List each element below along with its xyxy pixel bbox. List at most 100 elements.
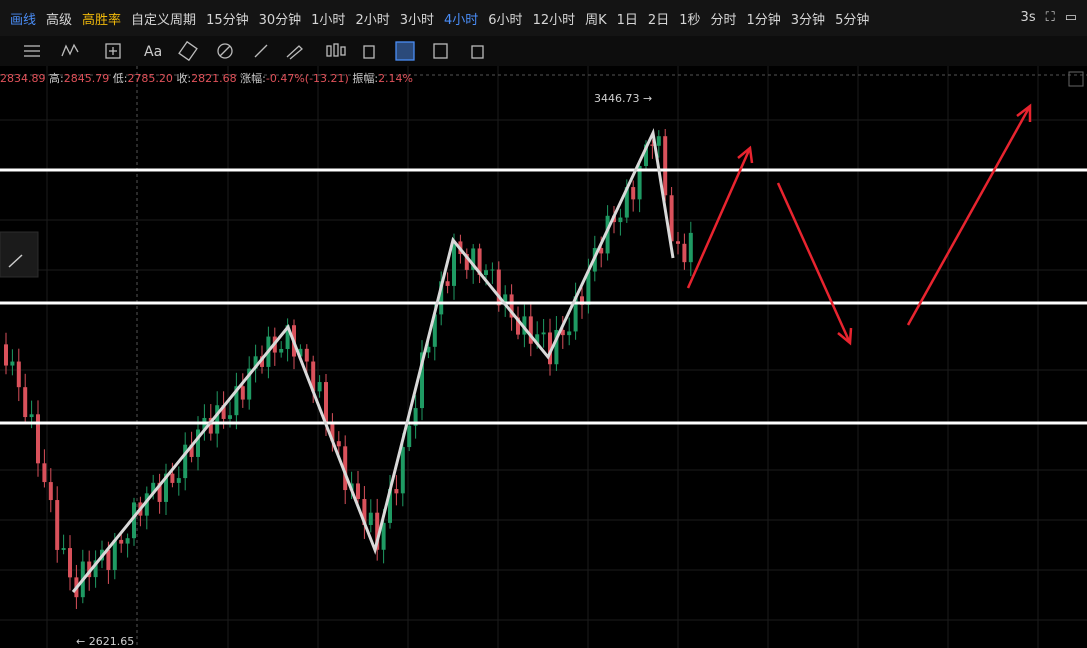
period-tab[interactable]: 1秒 [679,12,701,28]
candle-body [452,241,456,286]
candle-body [605,215,610,254]
period-tab[interactable]: 30分钟 [258,12,302,28]
period-tab[interactable]: 高级 [46,12,73,28]
period-tab[interactable]: 周K [585,12,607,28]
candle-body [144,493,149,516]
candle-tool[interactable] [326,43,346,57]
period-tab[interactable]: 5分钟 [835,12,870,28]
candle-body [253,356,258,369]
zigzag-line [71,127,675,593]
candle-body [644,144,648,166]
candle-body [362,499,367,526]
max-price-label: 3446.73 → [594,92,652,105]
candle-body [285,325,290,349]
candle-body [157,482,162,502]
candle-body [221,405,226,419]
candle-body [183,444,188,479]
candle-body [426,346,431,353]
pen-tool[interactable] [286,45,303,60]
candle-body [16,361,21,388]
period-tab[interactable]: 自定义周期 [131,12,197,28]
high-value: 2845.79 [63,72,110,85]
candle-body [464,254,469,270]
candle-body [522,316,527,335]
period-tab[interactable]: 3分钟 [790,12,826,28]
high-label: 高: [49,72,64,85]
candle-body [48,482,53,501]
arrows [686,103,1032,346]
wave-tool[interactable] [61,43,79,57]
candle-body [375,512,380,550]
candle-body [663,136,668,196]
period-tab[interactable]: 1日 [616,12,638,28]
candle-body [650,144,655,146]
lock-tool[interactable] [363,45,375,59]
expand-icon[interactable]: ⛶ [1045,10,1055,25]
candle-body [682,243,687,263]
candle-body [669,195,674,242]
close-value: 2821.68 [191,72,237,85]
measure-tool[interactable] [105,43,121,59]
period-tab[interactable]: 15分钟 [206,12,249,28]
candle-body [304,348,309,362]
candle-body [176,478,181,483]
horizontal-lines [0,168,1087,425]
top-toolbar: 画线 高级 高胜率 自定义周期 15分钟 30分钟 1小时 2小时 3小时 4小时 6小时 12小时周… [0,0,1087,36]
brush-tool[interactable] [178,40,198,62]
candle-body [125,538,130,544]
candle-body [560,329,565,336]
candle-body [260,356,264,367]
fullscreen-icon[interactable] [1068,71,1084,87]
low-label: 低: [112,72,128,85]
candle-body [503,294,508,306]
magnet-tool[interactable] [395,41,415,61]
candle-body [42,463,47,483]
candle-body [573,296,578,332]
candle-body [215,405,220,434]
period-tab[interactable]: 分时 [710,12,737,28]
candle-body [407,425,412,448]
side-panel[interactable] [0,231,39,278]
candle-body [490,269,495,271]
candle-body [87,561,92,578]
period-tab[interactable]: 画线 [10,12,37,28]
period-tab[interactable]: 3小时 [399,12,434,28]
candle-body [336,441,341,447]
pen-icon [8,254,23,268]
candle-body [4,344,8,366]
candle-body [656,136,661,146]
candle-body [618,217,623,223]
candle-body [548,332,552,365]
open-value: 2834.89 [0,72,46,85]
edit-tool[interactable] [433,43,448,59]
eraser-tool[interactable] [217,43,233,59]
candle-body [356,483,360,500]
candle-body [432,314,437,347]
period-tab[interactable]: 2小时 [355,12,390,28]
period-tab[interactable]: 12小时 [532,12,576,28]
delete-tool[interactable] [471,45,484,59]
period-tab[interactable]: 2日 [647,12,670,28]
period-tab[interactable]: 1小时 [311,12,346,28]
candle-body [484,270,488,276]
settings-icon[interactable]: ▭ [1064,10,1077,25]
candles [4,129,693,610]
close-label: 收: [176,72,192,85]
drawing-toolbar: Aa [0,36,1087,66]
candle-body [477,248,482,276]
lines-tool[interactable] [24,45,40,57]
candle-body [279,348,284,353]
text-tool[interactable]: Aa [144,44,162,60]
candle-body [240,386,245,400]
period-tab[interactable]: 1分钟 [746,12,781,28]
refresh-rate[interactable]: 3s [1020,10,1036,25]
period-tab[interactable]: 高胜率 [82,12,122,28]
candle-body [554,329,559,365]
candle-body [311,361,316,392]
candle-body [688,232,693,263]
ruler-tool[interactable] [254,44,268,58]
candle-body [23,387,28,418]
period-tab[interactable]: 6小时 [488,12,523,28]
period-tab[interactable]: 4小时 [444,12,479,28]
